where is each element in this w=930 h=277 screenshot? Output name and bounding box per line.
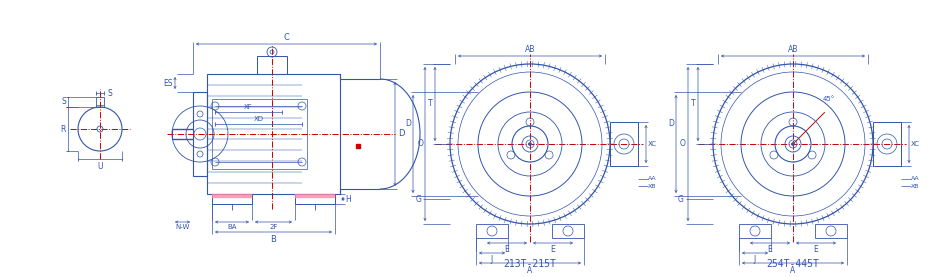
Bar <box>212 99 307 169</box>
Text: 2F: 2F <box>270 224 278 230</box>
Text: D: D <box>398 130 405 138</box>
Text: D: D <box>668 119 674 129</box>
Bar <box>739 224 771 238</box>
Bar <box>476 224 508 238</box>
Text: XD: XD <box>254 116 263 122</box>
Bar <box>212 194 252 204</box>
Text: J: J <box>491 255 493 264</box>
Circle shape <box>528 142 532 145</box>
Text: AB: AB <box>525 45 535 54</box>
Text: A: A <box>790 266 796 275</box>
Text: BA: BA <box>227 224 237 230</box>
Text: E: E <box>814 245 818 254</box>
Text: O: O <box>418 140 423 148</box>
Text: O: O <box>680 140 686 148</box>
Text: D: D <box>405 119 411 129</box>
Text: XB: XB <box>911 183 920 189</box>
Circle shape <box>791 142 794 145</box>
Text: T: T <box>691 99 696 109</box>
Text: G: G <box>415 194 421 204</box>
Text: R: R <box>60 124 66 134</box>
Text: 45°: 45° <box>823 96 835 102</box>
Bar <box>610 122 638 166</box>
Text: S: S <box>61 98 66 106</box>
Text: J: J <box>754 255 756 264</box>
Text: H: H <box>345 194 351 204</box>
Text: G: G <box>678 194 684 204</box>
Bar <box>873 122 901 166</box>
Text: XC: XC <box>648 141 657 147</box>
Bar <box>193 92 207 176</box>
Text: 254T-445T: 254T-445T <box>766 259 819 269</box>
Text: AA: AA <box>648 176 657 181</box>
Text: AB: AB <box>788 45 798 54</box>
Text: XC: XC <box>911 141 920 147</box>
Bar <box>96 97 104 107</box>
Text: E: E <box>505 245 510 254</box>
Text: AA: AA <box>911 176 920 181</box>
Bar <box>257 56 287 74</box>
Bar <box>552 224 584 238</box>
Text: XB: XB <box>648 183 657 189</box>
Text: B: B <box>271 235 276 244</box>
Text: A: A <box>527 266 533 275</box>
Text: U: U <box>98 162 102 171</box>
Text: N-W: N-W <box>176 224 190 230</box>
Text: E: E <box>767 245 773 254</box>
Text: ES: ES <box>164 78 173 88</box>
Bar <box>815 224 847 238</box>
Bar <box>207 74 340 194</box>
Text: E: E <box>551 245 555 254</box>
Bar <box>212 194 252 198</box>
Text: 213T-215T: 213T-215T <box>503 259 556 269</box>
Text: XF: XF <box>244 104 253 110</box>
Text: S: S <box>107 88 112 98</box>
Text: T: T <box>429 99 433 109</box>
Bar <box>295 194 335 198</box>
Text: C: C <box>284 33 289 42</box>
Bar <box>295 194 335 204</box>
